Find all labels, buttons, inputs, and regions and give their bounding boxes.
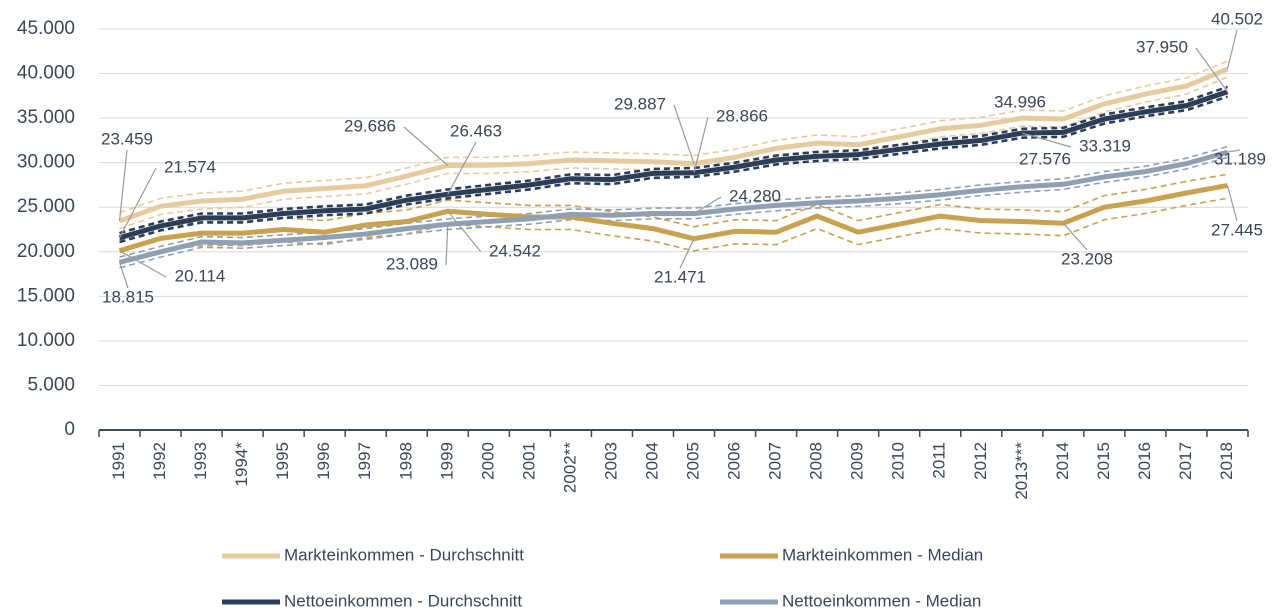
x-tick-label: 2008 bbox=[807, 442, 826, 480]
x-tick-label: 2014 bbox=[1053, 442, 1072, 480]
leader-line bbox=[1195, 47, 1228, 93]
leader-line bbox=[1227, 149, 1241, 153]
x-tick-label: 1997 bbox=[355, 442, 374, 480]
leader-line bbox=[445, 224, 449, 266]
legend-label: Nettoeinkommen - Durchschnitt bbox=[284, 591, 522, 610]
leader-line bbox=[447, 210, 482, 253]
annotation: 31.189 bbox=[1214, 149, 1266, 168]
annotation: 23.459 bbox=[101, 129, 153, 148]
x-tick-label: 2013*** bbox=[1012, 442, 1031, 500]
x-tick-label: 1993 bbox=[191, 442, 210, 480]
y-tick-label: 0 bbox=[64, 419, 75, 440]
annotation: 27.445 bbox=[1211, 220, 1263, 239]
leader-line bbox=[118, 262, 129, 289]
y-tick-label: 45.000 bbox=[17, 18, 75, 39]
leader-line bbox=[1022, 132, 1072, 148]
y-tick-label: 15.000 bbox=[17, 285, 75, 306]
annotation: 33.319 bbox=[1079, 136, 1131, 155]
x-tick-label: 2016 bbox=[1135, 442, 1154, 480]
leader-line bbox=[1226, 29, 1238, 70]
x-tick-label: 2005 bbox=[684, 442, 703, 480]
x-tick-label: 2015 bbox=[1094, 442, 1113, 480]
annotation: 37.950 bbox=[1136, 37, 1188, 56]
annotation: 29.887 bbox=[614, 94, 666, 113]
y-tick-label: 30.000 bbox=[17, 152, 75, 173]
annotation: 24.542 bbox=[489, 241, 541, 260]
x-tick-label: 1998 bbox=[396, 442, 415, 480]
annotation: 40.502 bbox=[1211, 9, 1263, 28]
x-tick-label: 1996 bbox=[314, 442, 333, 480]
series-line bbox=[118, 149, 1229, 265]
annotation: 34.996 bbox=[994, 92, 1046, 111]
x-tick-label: 1995 bbox=[273, 442, 292, 480]
legend-label: Markteinkommen - Durchschnitt bbox=[284, 545, 524, 564]
leader-line bbox=[673, 104, 695, 164]
leader-line bbox=[403, 126, 449, 166]
x-tick-label: 2003 bbox=[601, 442, 620, 480]
y-tick-label: 25.000 bbox=[17, 196, 75, 217]
x-tick-label: 2009 bbox=[848, 442, 867, 480]
annotation: 27.576 bbox=[1019, 149, 1071, 168]
band-line bbox=[119, 60, 1228, 214]
leader-line bbox=[447, 141, 477, 195]
band-line bbox=[119, 95, 1228, 244]
series-line bbox=[118, 89, 1229, 241]
y-tick-label: 5.000 bbox=[27, 374, 75, 395]
x-tick-label: 2012 bbox=[971, 442, 990, 480]
leader-line bbox=[1062, 222, 1088, 251]
annotation: 24.280 bbox=[729, 186, 781, 205]
annotation: 26.463 bbox=[450, 121, 502, 140]
annotation: 23.208 bbox=[1061, 249, 1113, 268]
leader-line bbox=[119, 250, 167, 278]
x-tick-label: 2011 bbox=[930, 442, 949, 479]
leader-line bbox=[1226, 185, 1238, 222]
annotation: 28.866 bbox=[716, 106, 768, 125]
x-tick-label: 2007 bbox=[766, 442, 785, 480]
x-tick-label: 2010 bbox=[889, 442, 908, 480]
y-tick-label: 40.000 bbox=[17, 63, 75, 84]
legend-label: Nettoeinkommen - Median bbox=[782, 591, 981, 610]
y-tick-label: 20.000 bbox=[17, 241, 75, 262]
x-tick-label: 2018 bbox=[1217, 442, 1236, 480]
x-tick-label: 2004 bbox=[642, 442, 661, 480]
x-tick-label: 1991 bbox=[109, 442, 128, 480]
x-tick-label: 2006 bbox=[725, 442, 744, 480]
annotation: 20.114 bbox=[175, 266, 226, 285]
x-tick-label: 2002** bbox=[560, 442, 579, 493]
y-tick-label: 35.000 bbox=[17, 107, 75, 128]
x-tick-label: 2000 bbox=[478, 442, 497, 480]
x-tick-label: 1992 bbox=[150, 442, 169, 480]
series-line bbox=[118, 66, 1229, 224]
y-tick-label: 10.000 bbox=[17, 330, 75, 351]
series-line bbox=[118, 182, 1228, 254]
legend-label: Markteinkommen - Median bbox=[782, 545, 983, 564]
annotation: 29.686 bbox=[344, 116, 396, 135]
leader-line bbox=[679, 238, 695, 269]
band-line bbox=[119, 85, 1228, 235]
annotation: 21.574 bbox=[164, 157, 216, 176]
leader-line bbox=[693, 196, 722, 215]
annotation: 21.471 bbox=[654, 267, 706, 286]
x-tick-label: 1999 bbox=[437, 442, 456, 480]
x-tick-label: 2017 bbox=[1176, 442, 1195, 480]
x-tick-label: 1994* bbox=[232, 442, 251, 487]
x-tick-label: 2001 bbox=[519, 442, 538, 480]
leader-line bbox=[118, 167, 157, 239]
leader-line bbox=[118, 149, 128, 222]
annotation: 23.089 bbox=[386, 254, 438, 273]
annotation: 18.815 bbox=[102, 287, 154, 306]
leader-line bbox=[693, 116, 709, 173]
